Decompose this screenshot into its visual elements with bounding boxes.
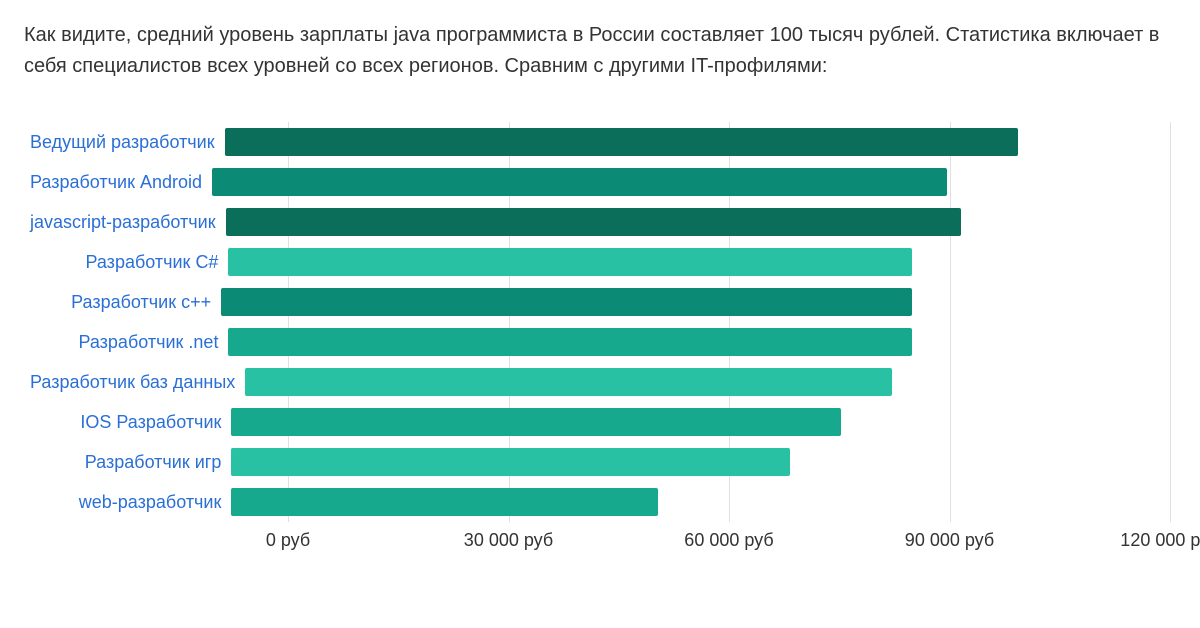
- bar-plot-cell: [228, 242, 912, 282]
- bar-plot-cell: [221, 282, 912, 322]
- chart-row: IOS Разработчик: [30, 402, 912, 442]
- gridline: [1170, 122, 1171, 522]
- gridline: [950, 122, 951, 522]
- bar-label[interactable]: Разработчик Android: [30, 172, 212, 193]
- bar-plot-cell: [212, 162, 947, 202]
- bar-plot-cell: [228, 322, 912, 362]
- bar-label[interactable]: javascript-разработчик: [30, 212, 226, 233]
- chart-row: Разработчик c++: [30, 282, 912, 322]
- x-tick-label: 90 000 руб: [905, 530, 994, 551]
- bar-plot-cell: [231, 482, 912, 522]
- chart-row: Разработчик Android: [30, 162, 912, 202]
- chart-row: javascript-разработчик: [30, 202, 912, 242]
- bar: [212, 168, 947, 196]
- bar-plot-cell: [225, 122, 1019, 162]
- bar: [225, 128, 1019, 156]
- x-tick-label: 0 руб: [266, 530, 310, 551]
- bar: [228, 328, 912, 356]
- bar-label[interactable]: Разработчик c++: [30, 292, 221, 313]
- chart-row: web-разработчик: [30, 482, 912, 522]
- bar: [231, 488, 657, 516]
- bar-label[interactable]: web-разработчик: [30, 492, 231, 513]
- x-tick-label: 120 000 руб: [1120, 530, 1200, 551]
- bar-plot-cell: [226, 202, 961, 242]
- bar: [231, 448, 790, 476]
- bar: [245, 368, 892, 396]
- bar-label[interactable]: Ведущий разработчик: [30, 132, 225, 153]
- bar-label[interactable]: Разработчик игр: [30, 452, 231, 473]
- bar-plot-cell: [231, 402, 912, 442]
- bar-plot-cell: [231, 442, 912, 482]
- x-tick-label: 30 000 руб: [464, 530, 553, 551]
- salary-chart: Ведущий разработчик Разработчик Android ja…: [30, 122, 1170, 562]
- bar: [231, 408, 841, 436]
- intro-paragraph: Как видите, средний уровень зарплаты jav…: [24, 20, 1176, 82]
- bar-label[interactable]: IOS Разработчик: [30, 412, 231, 433]
- bar-plot-cell: [245, 362, 912, 402]
- bar-label[interactable]: Разработчик баз данных: [30, 372, 245, 393]
- chart-row: Разработчик C#: [30, 242, 912, 282]
- chart-row: Ведущий разработчик: [30, 122, 912, 162]
- x-tick-label: 60 000 руб: [684, 530, 773, 551]
- bar: [221, 288, 912, 316]
- bar-label[interactable]: Разработчик .net: [30, 332, 228, 353]
- chart-row: Разработчик .net: [30, 322, 912, 362]
- bar: [226, 208, 961, 236]
- chart-x-axis: 0 руб30 000 руб60 000 руб90 000 руб120 0…: [288, 522, 1170, 562]
- chart-row: Разработчик игр: [30, 442, 912, 482]
- chart-row: Разработчик баз данных: [30, 362, 912, 402]
- bar-label[interactable]: Разработчик C#: [30, 252, 228, 273]
- bar: [228, 248, 912, 276]
